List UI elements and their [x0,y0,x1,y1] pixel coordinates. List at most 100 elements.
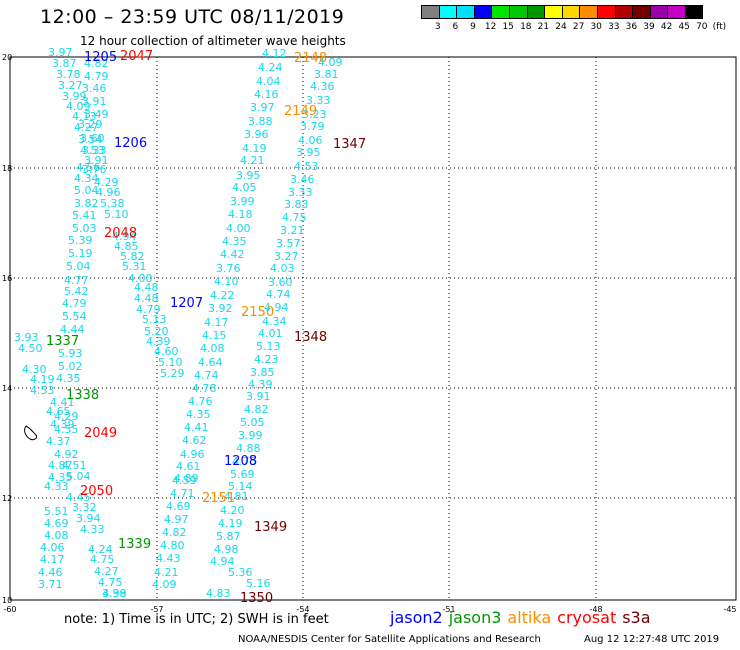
swh-reading: 4.35 [56,372,81,385]
swh-reading: 4.09 [318,56,343,69]
swh-reading: 4.19 [242,142,267,155]
swh-reading: 4.35 [222,235,247,248]
swh-reading: 4.59 [172,474,197,487]
scale-label: 36 [625,22,638,32]
swh-reading: 4.29 [94,176,119,189]
swh-reading: 4.27 [74,121,99,134]
swh-reading: 4.94 [112,230,137,243]
pass-label: 2047 [120,49,153,64]
swh-reading: 4.21 [240,154,265,167]
scale-label: 42 [660,22,673,32]
swh-reading: 4.12 [262,47,287,60]
swh-reading: 5.20 [144,325,169,338]
swh-reading: 5.19 [68,247,93,260]
swh-reading: 4.43 [156,552,181,565]
swh-reading: 3.32 [72,501,97,514]
pass-label: 2048 [104,226,137,241]
pass-label: 1206 [114,136,147,151]
swh-reading: 4.16 [254,88,279,101]
scale-label: 27 [572,22,585,32]
swh-reading: 5.42 [64,285,89,298]
swh-reading: 4.55 [54,423,79,436]
x-tick-label: -51 [442,605,455,614]
swh-reading: 4.96 [180,448,205,461]
swh-reading: 4.27 [94,565,119,578]
satellite-legend-item: jason2 [390,608,443,627]
scale-swatch [526,5,545,19]
swh-reading: 5.29 [160,367,185,380]
swh-reading: 4.29 [54,410,79,423]
swh-reading: 4.61 [176,460,201,473]
scale-swatch [421,5,439,19]
swh-reading: 4.06 [298,134,323,147]
swh-reading: 3.33 [306,94,331,107]
x-tick-label: -60 [3,605,16,614]
scale-swatch [614,5,633,19]
swh-reading: 3.33 [82,144,107,157]
swh-reading: 5.69 [230,468,255,481]
scale-label: 39 [643,22,655,32]
pass-label: 1339 [118,537,151,552]
scale-swatch [667,5,685,19]
scale-label: 21 [537,22,550,32]
swh-reading: 4.56 [76,161,101,174]
swh-reading: 3.88 [248,115,273,128]
swh-reading: 4.36 [310,80,335,93]
swh-reading: 4.75 [282,211,307,224]
swh-reading: 3.96 [244,128,269,141]
swh-reading: 4.71 [170,487,195,500]
page-subtitle: 12 hour collection of altimeter wave hei… [80,34,346,48]
swh-reading: 3.82 [74,197,99,210]
coastline-island [24,425,37,441]
scale-label: 30 [590,22,602,32]
swh-reading: 4.06 [40,541,65,554]
pass-label: 1337 [46,334,79,349]
swh-reading: 3.29 [78,118,103,131]
wave-height-color-scale [421,5,703,19]
swh-reading: 4.65 [46,405,71,418]
swh-reading: 4.69 [44,517,69,530]
scale-label: 6 [452,22,459,32]
swh-reading: 3.99 [62,90,87,103]
scale-label: 70 [696,22,708,32]
scale-label: 45 [678,22,690,32]
swh-reading: 3.97 [48,46,73,59]
swh-reading: 3.81 [314,68,339,81]
swh-reading: 3.21 [280,224,305,237]
swh-reading: 4.50 [18,342,43,355]
swh-reading: 4.82 [244,403,269,416]
pass-label: 2151 [202,491,235,506]
swh-reading: 4.75 [98,576,123,589]
pass-labels-layer: 1205 2047 2148 2149 1206 1347 2048 1207 2150 1348… [46,49,366,606]
swh-reading: 4.79 [84,70,109,83]
swh-reading: 4.09 [66,100,91,113]
swh-reading: 4.75 [232,455,257,468]
swh-reading: 3.71 [38,578,63,591]
pass-label: 2150 [241,305,274,320]
swh-reading: 4.48 [134,292,159,305]
swh-reading: 4.98 [214,543,239,556]
swh-reading: 5.02 [58,360,83,373]
swh-reading: 4.33 [80,523,105,536]
swh-reading: 4.74 [194,369,219,382]
page-title: 12:00 – 23:59 UTC 08/11/2019 [40,6,345,28]
swh-reading: 4.62 [182,434,207,447]
swh-reading: 4.33 [44,480,69,493]
swh-reading: 4.34 [262,315,287,328]
swh-reading: 4.10 [214,275,239,288]
swh-reading: 4.38 [102,587,127,600]
pass-label: 1338 [66,388,99,403]
swh-reading: 5.04 [66,260,91,273]
swh-reading: 3.93 [14,331,39,344]
swh-reading: 3.23 [302,108,327,121]
swh-reading: 3.83 [284,198,309,211]
satellite-legend-item: altika [507,608,552,627]
swh-reading: 5.31 [122,260,147,273]
swh-reading: 5.05 [240,416,265,429]
pass-label: 1347 [333,137,366,152]
y-tick-label: 14 [2,384,12,393]
swh-reading: 4.82 [162,526,187,539]
swh-reading: 3.27 [58,79,83,92]
swh-reading: 4.41 [184,421,209,434]
swh-reading: 4.19 [218,517,243,530]
